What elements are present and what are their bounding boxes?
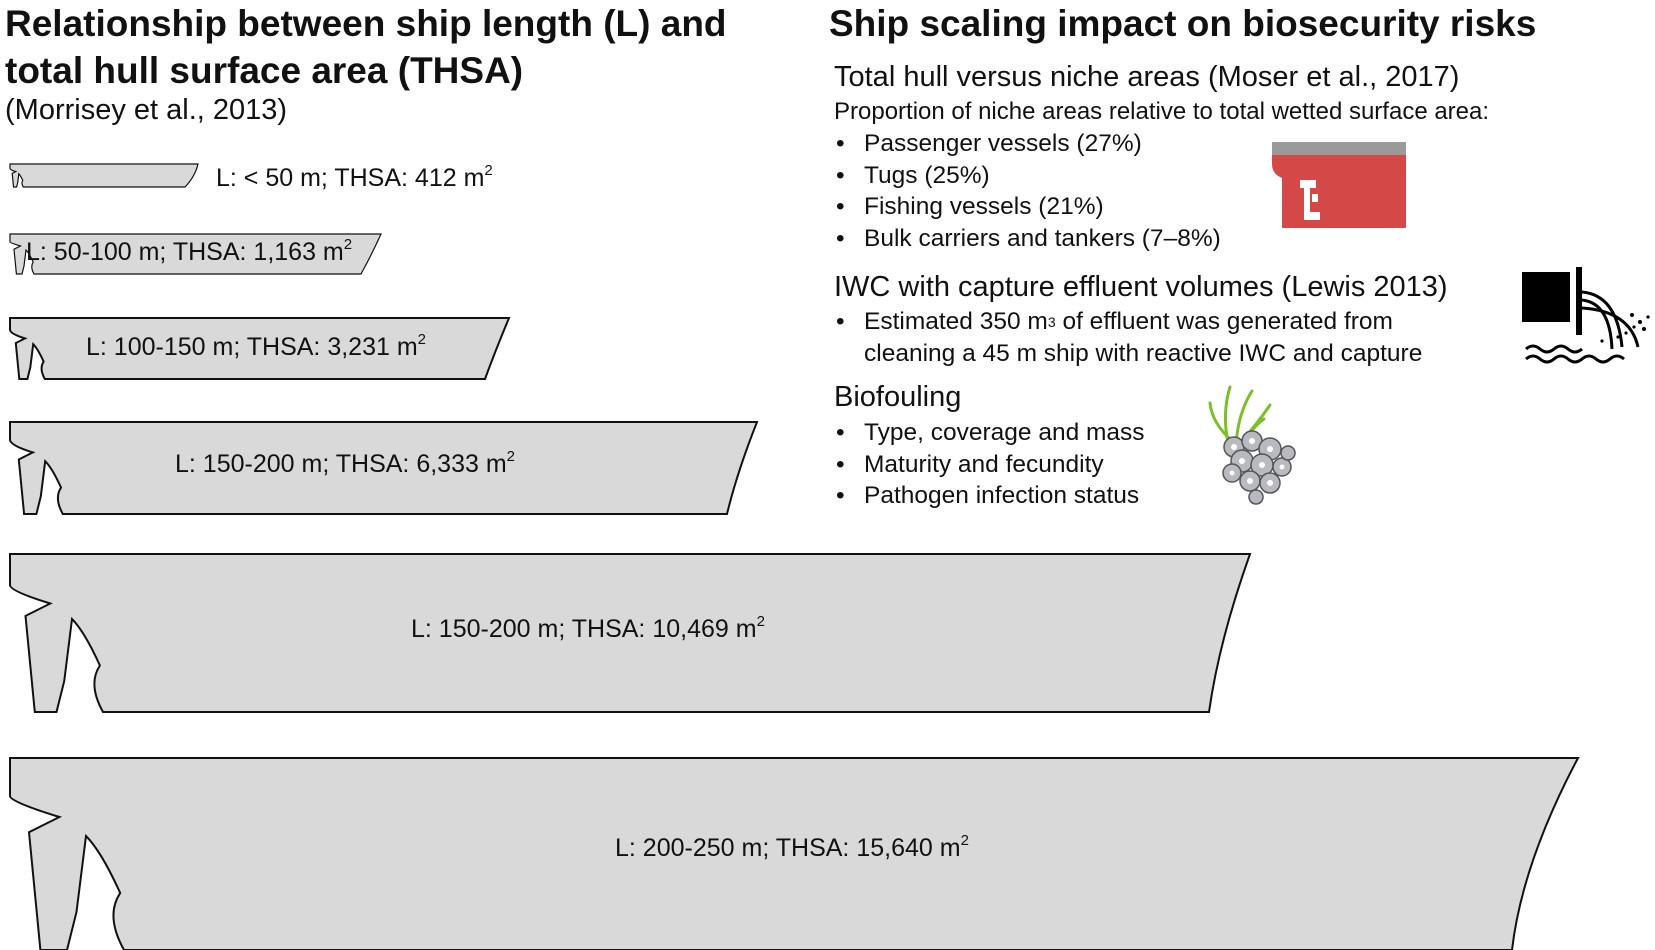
list-item: Estimated 350 m3 of effluent was generat…: [834, 306, 1422, 369]
barnacle-seaweed-icon: [1208, 385, 1296, 505]
list-item: Bulk carriers and tankers (7–8%): [834, 223, 1221, 255]
hull-shape-1: [9, 163, 199, 188]
ship-stern-niche-icon: [1272, 142, 1406, 228]
list-item: Fishing vessels (21%): [834, 191, 1221, 223]
hull-label-2: L: 50-100 m; THSA: 1,163 m2: [26, 236, 353, 266]
iwc-list: Estimated 350 m3 of effluent was generat…: [834, 306, 1422, 369]
hull-shape-2: [9, 233, 382, 275]
list-item: Type, coverage and mass: [834, 417, 1145, 449]
niche-heading: Total hull versus niche areas (Moser et …: [834, 61, 1460, 93]
left-citation: (Morrisey et al., 2013): [5, 94, 288, 126]
effluent-discharge-icon: [1522, 267, 1650, 364]
hull-shape-6: [9, 757, 1580, 950]
hull-label-3: L: 100-150 m; THSA: 3,231 m2: [86, 331, 426, 361]
biofouling-list: Type, coverage and mass Maturity and fec…: [834, 417, 1145, 512]
biofouling-heading: Biofouling: [834, 381, 962, 413]
list-item: Tugs (25%): [834, 160, 1221, 192]
hull-shape-5: [9, 553, 1252, 713]
hull-shape-3: [9, 317, 511, 380]
hull-shape-4: [9, 421, 759, 515]
niche-list: Passenger vessels (27%) Tugs (25%) Fishi…: [834, 128, 1221, 254]
list-item: Pathogen infection status: [834, 480, 1145, 512]
list-item: Passenger vessels (27%): [834, 128, 1221, 160]
hull-label-1: L: < 50 m; THSA: 412 m2: [216, 162, 493, 192]
hull-label-5: L: 150-200 m; THSA: 10,469 m2: [411, 613, 765, 643]
iwc-heading: IWC with capture effluent volumes (Lewis…: [834, 271, 1448, 303]
left-title: Relationship between ship length (L) and…: [5, 3, 727, 91]
hull-label-6: L: 200-250 m; THSA: 15,640 m2: [615, 832, 969, 862]
hull-label-4: L: 150-200 m; THSA: 6,333 m2: [175, 448, 515, 478]
niche-subheading: Proportion of niche areas relative to to…: [834, 98, 1490, 125]
right-title: Ship scaling impact on biosecurity risks: [829, 3, 1537, 44]
list-item: Maturity and fecundity: [834, 449, 1145, 481]
